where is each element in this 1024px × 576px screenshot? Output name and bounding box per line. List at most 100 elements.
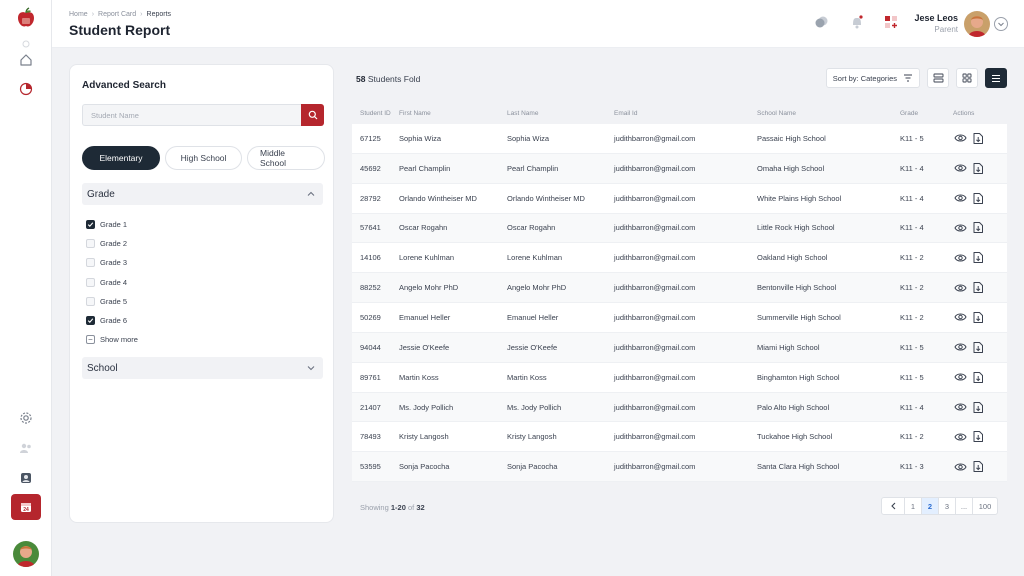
download-file-icon[interactable] xyxy=(971,161,985,175)
table-row[interactable]: 94044 Jessie O'Keefe Jessie O'Keefe judithb… xyxy=(352,332,1007,363)
pagination-page-1[interactable]: 1 xyxy=(904,497,922,515)
pagination-page-100[interactable]: 100 xyxy=(972,497,998,515)
home-icon[interactable] xyxy=(16,50,36,70)
checkbox-icon[interactable] xyxy=(86,239,95,249)
view-eye-icon[interactable] xyxy=(953,221,967,235)
settings-icon[interactable] xyxy=(16,408,36,428)
view-eye-icon[interactable] xyxy=(953,400,967,414)
pagination-prev-button[interactable] xyxy=(881,497,905,515)
table-row[interactable]: 14106 Lorene Kuhlman Lorene Kuhlman judithb… xyxy=(352,243,1007,274)
table-row[interactable]: 21407 Ms. Jody Pollich Ms. Jody Pollich jud… xyxy=(352,392,1007,423)
apps-icon[interactable] xyxy=(883,14,899,30)
rows-view-icon xyxy=(933,73,943,83)
checkbox-icon[interactable] xyxy=(86,277,95,287)
view-eye-icon[interactable] xyxy=(953,430,967,444)
checkbox-checked-icon[interactable] xyxy=(86,316,95,326)
sort-dropdown[interactable]: Sort by: Categories xyxy=(825,68,920,88)
user-avatar[interactable] xyxy=(964,11,990,37)
grade-option-4[interactable]: Grade 4 xyxy=(86,273,138,292)
sidebar-avatar[interactable] xyxy=(13,541,39,567)
chat-icon[interactable] xyxy=(814,14,830,30)
search-button[interactable] xyxy=(301,104,324,126)
left-sidebar: 24 xyxy=(0,0,52,576)
column-header-first-name[interactable]: First Name xyxy=(399,109,431,117)
download-file-icon[interactable] xyxy=(971,400,985,414)
column-header-student-id[interactable]: Student ID xyxy=(360,109,391,117)
download-file-icon[interactable] xyxy=(971,460,985,474)
cell-grade: K11 - 4 xyxy=(900,402,924,412)
download-file-icon[interactable] xyxy=(971,131,985,145)
table-row[interactable]: 28792 Orlando Wintheiser MD Orlando Winthe… xyxy=(352,183,1007,214)
calendar-button[interactable]: 24 xyxy=(11,494,41,520)
school-accordion-label: School xyxy=(87,362,118,374)
column-header-grade[interactable]: Grade xyxy=(900,109,919,117)
download-file-icon[interactable] xyxy=(971,281,985,295)
breadcrumb-home[interactable]: Home xyxy=(69,11,88,18)
apple-logo-icon[interactable] xyxy=(14,6,38,30)
school-accordion-header[interactable]: School xyxy=(82,357,323,379)
rows-view-button[interactable] xyxy=(927,68,949,88)
table-row[interactable]: 89761 Martin Koss Martin Koss judithbarron@… xyxy=(352,362,1007,393)
checkbox-icon[interactable] xyxy=(86,296,95,306)
chart-icon[interactable] xyxy=(16,79,36,99)
cell-school-name: Bentonville High School xyxy=(757,283,837,293)
download-file-icon[interactable] xyxy=(971,310,985,324)
list-view-button[interactable] xyxy=(985,68,1007,88)
view-eye-icon[interactable] xyxy=(953,161,967,175)
tab-elementary[interactable]: Elementary xyxy=(82,146,160,170)
grade-option-1[interactable]: Grade 1 xyxy=(86,215,138,234)
download-file-icon[interactable] xyxy=(971,251,985,265)
students-count: 58 Students Fold xyxy=(356,74,420,84)
cell-student-id: 21407 xyxy=(360,402,381,412)
grid-view-button[interactable] xyxy=(956,68,978,88)
column-header-actions: Actions xyxy=(953,109,975,117)
download-file-icon[interactable] xyxy=(971,370,985,384)
download-file-icon[interactable] xyxy=(971,430,985,444)
view-eye-icon[interactable] xyxy=(953,131,967,145)
download-file-icon[interactable] xyxy=(971,221,985,235)
table-row[interactable]: 67125 Sophia Wiza Sophia Wiza judithbarron@… xyxy=(352,124,1007,154)
table-row[interactable]: 45692 Pearl Champlin Pearl Champlin judithb… xyxy=(352,153,1007,184)
cell-school-name: Palo Alto High School xyxy=(757,402,830,412)
download-file-icon[interactable] xyxy=(971,191,985,205)
pagination-page-2[interactable]: 2 xyxy=(921,497,939,515)
user-menu-chevron-icon[interactable] xyxy=(994,17,1008,31)
table-row[interactable]: 88252 Angelo Mohr PhD Angelo Mohr PhD judit… xyxy=(352,273,1007,304)
column-header-last-name[interactable]: Last Name xyxy=(507,109,539,117)
show-more-button[interactable]: – Show more xyxy=(86,330,138,349)
grade-option-3[interactable]: Grade 3 xyxy=(86,253,138,272)
view-eye-icon[interactable] xyxy=(953,340,967,354)
users-icon[interactable] xyxy=(16,438,36,458)
view-eye-icon[interactable] xyxy=(953,310,967,324)
table-row[interactable]: 50269 Emanuel Heller Emanuel Heller judithb… xyxy=(352,303,1007,333)
view-eye-icon[interactable] xyxy=(953,281,967,295)
showing-range: 1-20 xyxy=(390,503,406,512)
pagination-page-3[interactable]: 3 xyxy=(938,497,956,515)
grade-option-2[interactable]: Grade 2 xyxy=(86,234,138,253)
breadcrumb-report-card[interactable]: Report Card xyxy=(98,11,137,18)
grade-accordion-header[interactable]: Grade xyxy=(82,183,323,205)
view-eye-icon[interactable] xyxy=(953,191,967,205)
tab-high-school[interactable]: High School xyxy=(165,146,242,170)
grade-option-5[interactable]: Grade 5 xyxy=(86,292,138,311)
checkbox-icon[interactable] xyxy=(86,258,95,268)
grid-dots-icon xyxy=(16,34,36,54)
filter-icon xyxy=(904,74,912,82)
profile-icon[interactable] xyxy=(16,468,36,488)
table-row[interactable]: 53595 Sonja Pacocha Sonja Pacocha judithbar… xyxy=(352,452,1007,483)
cell-grade: K11 - 4 xyxy=(900,193,924,203)
grade-option-6[interactable]: Grade 6 xyxy=(86,311,138,330)
view-eye-icon[interactable] xyxy=(953,370,967,384)
column-header-email[interactable]: Email Id xyxy=(614,109,638,117)
download-file-icon[interactable] xyxy=(971,340,985,354)
view-eye-icon[interactable] xyxy=(953,251,967,265)
bell-icon[interactable] xyxy=(849,14,865,30)
row-actions xyxy=(953,131,1007,145)
view-eye-icon[interactable] xyxy=(953,460,967,474)
checkbox-checked-icon[interactable] xyxy=(86,220,95,230)
column-header-school-name[interactable]: School Name xyxy=(757,109,797,117)
table-row[interactable]: 78493 Kristy Langosh Kristy Langosh judithb… xyxy=(352,422,1007,453)
table-row[interactable]: 57641 Oscar Rogahn Oscar Rogahn judithbarro… xyxy=(352,213,1007,244)
tab-middle-school[interactable]: Middle School xyxy=(247,146,325,170)
student-name-input[interactable] xyxy=(82,104,302,126)
